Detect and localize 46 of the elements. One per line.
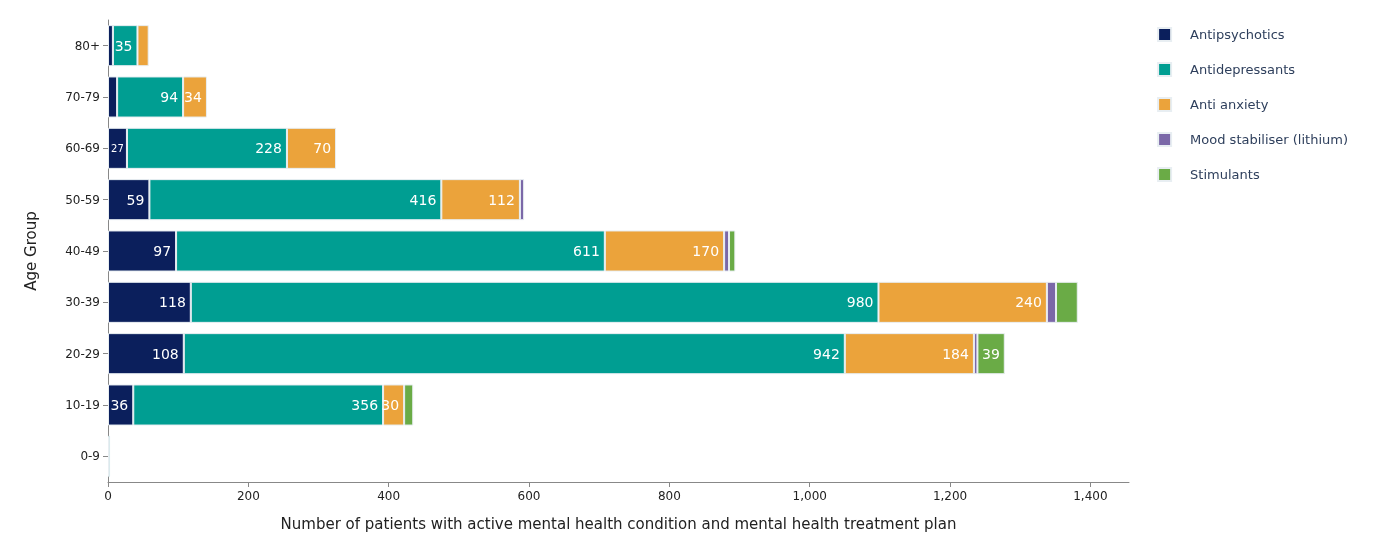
data-label: 942 (813, 345, 840, 362)
data-label: 170 (692, 243, 720, 259)
y-tick-label: 30-39 (65, 295, 100, 310)
x-tick-label: 1,400 (1073, 489, 1108, 503)
x-tick-label: 800 (657, 489, 681, 503)
legend-label: Antipsychotics (1190, 27, 1285, 42)
legend-label: Antidepressants (1190, 62, 1296, 77)
data-label: 34 (184, 89, 203, 105)
data-label: 416 (409, 191, 437, 208)
y-tick-label: 80+ (74, 38, 100, 53)
data-label: 118 (159, 294, 186, 311)
legend-label: Anti anxiety (1190, 97, 1269, 112)
x-tick-label: 200 (236, 489, 260, 503)
data-label: 59 (126, 191, 145, 208)
data-label: 356 (351, 397, 379, 413)
legend-label: Mood stabiliser (lithium) (1190, 132, 1349, 147)
data-label: 240 (1015, 294, 1042, 311)
y-tick-label: 50-59 (65, 192, 100, 207)
data-label: 980 (846, 294, 874, 311)
x-tick-label: 400 (377, 489, 401, 503)
data-label: 108 (152, 345, 179, 362)
y-tick-label: 10-19 (65, 398, 100, 412)
data-label: 39 (981, 345, 1000, 362)
x-tick-label: 1,000 (792, 489, 827, 503)
y-tick-label: 40-49 (65, 244, 100, 258)
y-tick-label: 60-69 (65, 141, 100, 156)
x-tick-label: 1,200 (932, 489, 968, 503)
y-tick-label: 20-29 (65, 346, 100, 361)
legend-label: Stimulants (1190, 167, 1260, 182)
data-label: 27 (111, 142, 124, 154)
bar (977, 333, 1005, 375)
x-axis-title: Number of patients with active mental health condition and mental health treatment plan (280, 514, 957, 533)
y-tick-label: 0-9 (80, 449, 100, 464)
data-label: 611 (573, 243, 600, 259)
data-label: 184 (942, 345, 969, 362)
data-label: 112 (488, 191, 515, 208)
x-tick-label: 0 (104, 489, 112, 503)
data-label: 70 (313, 140, 332, 157)
x-tick-label: 600 (517, 489, 541, 503)
y-tick-label: 70-79 (65, 90, 100, 104)
data-label: 94 (160, 89, 179, 105)
data-label: 97 (153, 243, 172, 259)
data-label: 228 (255, 140, 282, 157)
data-label: 36 (110, 397, 129, 413)
y-axis-title: Age Group (21, 211, 40, 291)
data-label: 35 (114, 37, 133, 54)
